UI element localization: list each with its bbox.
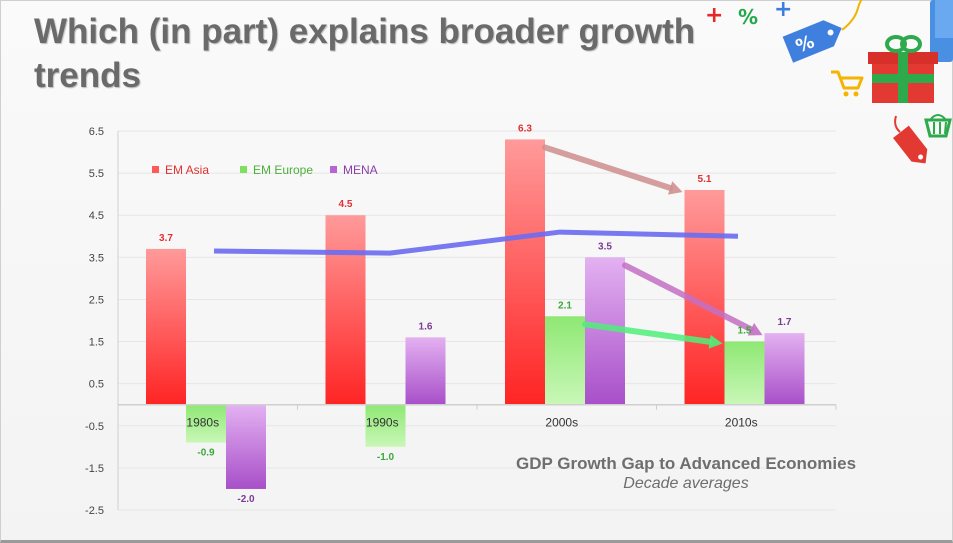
- data-label-em-asia: 3.7: [159, 233, 173, 244]
- data-label-em-asia: 4.5: [339, 199, 353, 210]
- data-label-mena: 1.7: [778, 317, 792, 328]
- y-tick-label: 2.5: [89, 294, 104, 306]
- data-label-mena: -2.0: [237, 494, 255, 505]
- chart-caption-title: GDP Growth Gap to Advanced Economies: [515, 454, 857, 473]
- y-tick-label: -1.5: [85, 463, 104, 475]
- price-tag-red-icon: [893, 125, 928, 164]
- legend-swatch-em-asia: [152, 166, 159, 173]
- red-tag-string: [894, 115, 901, 133]
- category-labels: 1980s 1990s 2000s 2010s: [186, 416, 757, 430]
- shopping-cart-yellow-icon: [831, 70, 864, 97]
- gift-box-icon: [868, 35, 938, 103]
- bar-mena-2010s: [764, 333, 805, 405]
- data-label-em-asia: 5.1: [698, 174, 712, 185]
- data-label-mena: 3.5: [598, 241, 612, 252]
- bar-em-asia-2000s: [505, 139, 545, 405]
- arrow-mena-head: [747, 323, 763, 336]
- y-tick-label: 0.5: [89, 379, 104, 391]
- y-tick-label: -0.5: [85, 421, 104, 433]
- price-tag-blue-icon: %: [782, 20, 842, 63]
- legend-label-em-asia: EM Asia: [165, 163, 209, 177]
- y-tick-label: 5.5: [89, 168, 104, 180]
- y-tick-label: 3.5: [89, 252, 104, 264]
- y-tick-label: 6.5: [89, 126, 104, 138]
- category-label: 2010s: [725, 416, 758, 430]
- slide-title-line-2: trends: [34, 56, 141, 95]
- bar-em-europe-2010s: [724, 341, 765, 405]
- shopping-decoration: + % + %: [705, 0, 953, 164]
- arrow-em-asia-shaft: [542, 144, 674, 191]
- y-tick-label: -2.5: [85, 505, 104, 517]
- bar-mena-1990s: [405, 337, 446, 405]
- category-label: 1990s: [366, 416, 399, 430]
- plus-icon-blue: +: [774, 0, 792, 22]
- slide-title-line-1: Which (in part) explains broader growth: [34, 12, 696, 51]
- chart-caption-subtitle: Decade averages: [623, 475, 749, 492]
- category-label: 1980s: [186, 416, 219, 430]
- legend-label-em-europe: EM Europe: [253, 163, 313, 177]
- category-label: 2000s: [545, 416, 578, 430]
- data-label-em-europe: 1.5: [738, 326, 752, 337]
- y-tick-label: 1.5: [89, 337, 104, 349]
- y-axis-ticks: -2.5 -1.5 -0.5 0.5 1.5 2.5 3.5 4.5 5.5 6.5: [85, 126, 104, 517]
- shopping-basket-green-icon: [924, 114, 952, 138]
- legend-swatch-em-europe: [240, 166, 247, 173]
- data-label-em-europe: 2.1: [558, 300, 572, 311]
- arrow-em-europe-head: [708, 334, 723, 349]
- percent-icon: %: [738, 5, 758, 29]
- slide-title: Which (in part) explains broader growth …: [34, 10, 754, 98]
- legend: EM Asia EM Europe MENA: [152, 163, 378, 177]
- trend-line-path: [213, 229, 739, 256]
- legend-swatch-mena: [330, 166, 337, 173]
- arrow-em-europe-shaft: [582, 321, 713, 345]
- bar-em-europe-1980s: [186, 404, 226, 443]
- data-label-mena: 1.6: [419, 321, 433, 332]
- y-tick-label: 4.5: [89, 210, 104, 222]
- bar-em-asia-1980s: [146, 248, 186, 405]
- trend-line: [213, 229, 739, 256]
- bars: [146, 139, 805, 489]
- blue-panel-highlight: [935, 0, 953, 38]
- change-arrows: [542, 144, 763, 349]
- bar-em-europe-2000s: [545, 316, 585, 405]
- tag-string: [841, 0, 863, 31]
- arrow-mena-shaft: [622, 262, 754, 333]
- data-label-em-asia: 6.3: [518, 123, 532, 134]
- data-labels: 3.7 4.5 6.3 5.1 -0.9 -1.0 2.1 1.5 -2.0 1.6 3.5 1.7: [159, 123, 792, 505]
- bar-em-asia-1990s: [325, 215, 366, 405]
- legend-label-mena: MENA: [343, 163, 378, 177]
- data-label-em-europe: -1.0: [377, 452, 395, 463]
- plus-icon-red: +: [705, 3, 723, 28]
- bar-em-europe-1990s: [365, 404, 406, 447]
- arrow-em-asia-head: [667, 181, 683, 195]
- data-label-em-europe: -0.9: [197, 448, 215, 459]
- zero-axis: [117, 403, 837, 410]
- chart-caption: GDP Growth Gap to Advanced Economies Dec…: [498, 454, 874, 493]
- bar-mena-1980s: [226, 404, 266, 489]
